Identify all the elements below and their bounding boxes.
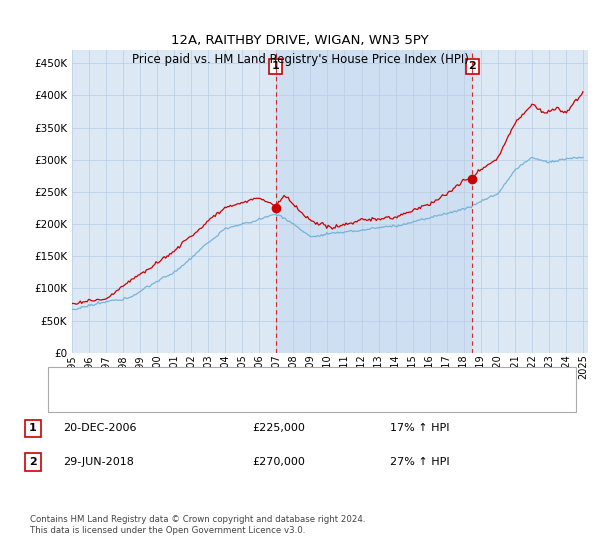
- Text: 1: 1: [29, 423, 37, 433]
- Text: £270,000: £270,000: [252, 457, 305, 467]
- Text: Price paid vs. HM Land Registry's House Price Index (HPI): Price paid vs. HM Land Registry's House …: [131, 53, 469, 66]
- Text: 17% ↑ HPI: 17% ↑ HPI: [390, 423, 449, 433]
- Text: ─────: ─────: [54, 371, 91, 385]
- Text: 1: 1: [272, 62, 280, 72]
- Bar: [276, 50, 472, 353]
- Text: £225,000: £225,000: [252, 423, 305, 433]
- Text: 12A, RAITHBY DRIVE, WIGAN, WN3 5PY: 12A, RAITHBY DRIVE, WIGAN, WN3 5PY: [171, 34, 429, 46]
- Text: 2: 2: [469, 62, 476, 72]
- Text: 27% ↑ HPI: 27% ↑ HPI: [390, 457, 449, 467]
- Text: Contains HM Land Registry data © Crown copyright and database right 2024.
This d: Contains HM Land Registry data © Crown c…: [30, 515, 365, 535]
- Text: ─────: ─────: [54, 391, 91, 404]
- Text: 12A, RAITHBY DRIVE, WIGAN, WN3 5PY (detached house): 12A, RAITHBY DRIVE, WIGAN, WN3 5PY (deta…: [99, 373, 396, 383]
- Text: 29-JUN-2018: 29-JUN-2018: [63, 457, 134, 467]
- Text: 2: 2: [29, 457, 37, 467]
- Text: 20-DEC-2006: 20-DEC-2006: [63, 423, 137, 433]
- Text: HPI: Average price, detached house, Wigan: HPI: Average price, detached house, Wiga…: [99, 393, 325, 403]
